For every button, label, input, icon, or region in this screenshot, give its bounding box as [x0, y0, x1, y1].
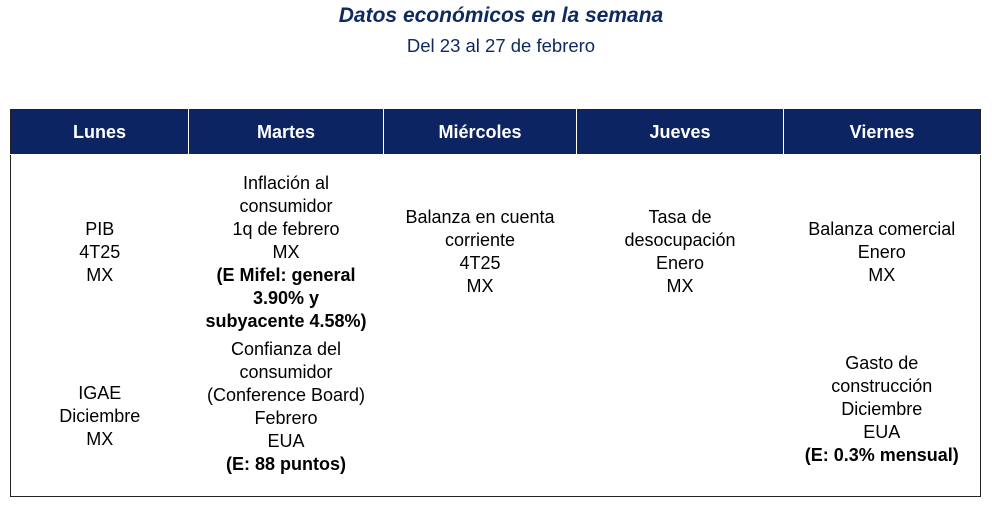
event-line: (Conference Board) — [206, 384, 366, 405]
event-line: MX — [466, 276, 494, 297]
event-line: desocupación — [624, 230, 736, 251]
estimate-line: subyacente 4.58%) — [205, 310, 367, 331]
event-line: EUA — [267, 430, 305, 451]
event-line: construcción — [831, 375, 933, 396]
estimate-line: (E Mifel: general — [216, 264, 356, 285]
event-line: Balanza en cuenta — [405, 207, 555, 228]
cell-jueves — [577, 338, 784, 497]
cell-martes: Inflación al consumidor 1q de febrero MX… — [189, 155, 384, 338]
event-line: MX — [272, 241, 300, 262]
event-line: 4T25 — [79, 241, 121, 262]
table-row: IGAE Diciembre MX Confianza del consumid… — [11, 338, 981, 497]
page-subtitle: Del 23 al 27 de febrero — [406, 35, 596, 56]
day-header-lunes: Lunes — [10, 109, 189, 155]
event-line: Febrero — [254, 407, 318, 428]
event-line: Balanza comercial — [808, 218, 956, 239]
page-title: Datos económicos en la semana — [338, 4, 664, 27]
event-line: Inflación al — [242, 172, 330, 193]
event-line: Tasa de — [648, 207, 712, 228]
cell-miercoles — [384, 338, 577, 497]
event-line: IGAE — [78, 383, 122, 404]
cell-lunes: PIB 4T25 MX — [11, 155, 189, 338]
estimate-line: (E: 0.3% mensual) — [804, 444, 959, 465]
day-header-miercoles: Miércoles — [383, 109, 577, 155]
cell-jueves: Tasa de desocupación Enero MX — [577, 155, 784, 338]
event-line: Confianza del — [230, 338, 342, 359]
cell-martes: Confianza del consumidor (Conference Boa… — [189, 338, 384, 497]
event-line: EUA — [863, 421, 901, 442]
event-line: MX — [86, 264, 114, 285]
event-line: MX — [86, 429, 114, 450]
event-line: Diciembre — [841, 398, 923, 419]
event-line: MX — [868, 264, 896, 285]
event-line: consumidor — [239, 195, 333, 216]
day-header-viernes: Viernes — [783, 109, 981, 155]
event-line: 1q de febrero — [232, 218, 340, 239]
estimate-line: (E: 88 puntos) — [226, 453, 346, 474]
event-line: MX — [666, 276, 694, 297]
estimate-line: 3.90% y — [252, 287, 320, 308]
header-row: Lunes Martes Miércoles Jueves Viernes — [10, 109, 981, 155]
cell-miercoles: Balanza en cuenta corriente 4T25 MX — [384, 155, 577, 338]
event-line: corriente — [444, 230, 516, 251]
event-line: Enero — [857, 241, 906, 262]
event-line: consumidor — [239, 361, 333, 382]
cell-viernes: Balanza comercial Enero MX — [784, 155, 981, 338]
cell-viernes: Gasto de construcción Diciembre EUA (E: … — [784, 338, 981, 497]
day-header-jueves: Jueves — [576, 109, 784, 155]
event-line: Enero — [655, 253, 705, 274]
table-row: PIB 4T25 MX Inflación al consumidor 1q d… — [11, 155, 981, 338]
event-line: Diciembre — [59, 406, 141, 427]
weekly-calendar-table: Lunes Martes Miércoles Jueves Viernes PI… — [10, 109, 981, 497]
event-line: Gasto de — [845, 352, 919, 373]
event-line: 4T25 — [459, 253, 501, 274]
day-header-martes: Martes — [188, 109, 384, 155]
cell-lunes: IGAE Diciembre MX — [11, 338, 189, 497]
event-line: PIB — [85, 218, 115, 239]
